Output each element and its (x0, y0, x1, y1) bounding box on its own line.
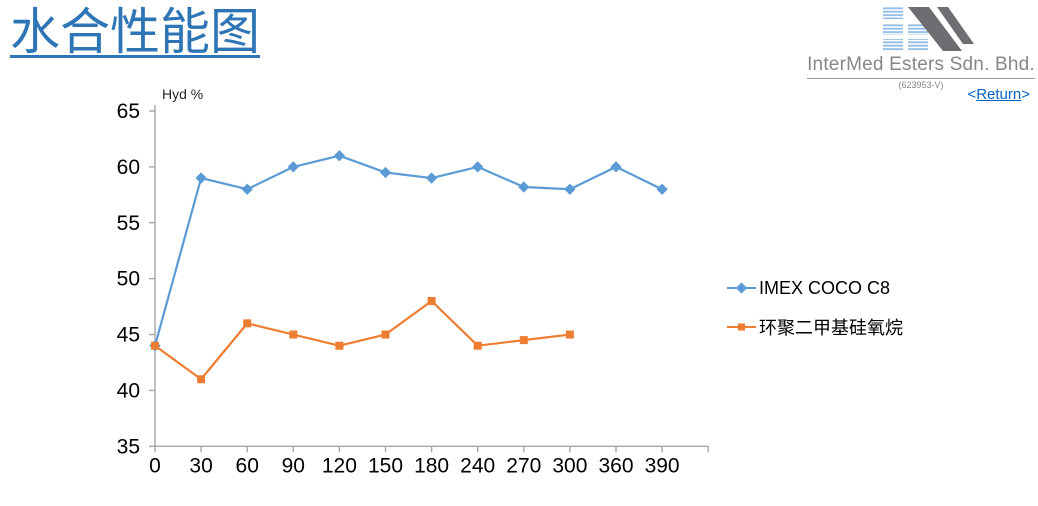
data-point-square (565, 330, 574, 339)
x-tick-label: 60 (236, 454, 259, 477)
data-point-diamond (656, 183, 668, 195)
data-point-square (289, 330, 298, 339)
data-point-diamond (425, 172, 438, 184)
x-tick-label: 360 (598, 454, 633, 477)
x-axis: 0 30 60 90 120 150 180 240 270 300 360 390 (149, 445, 709, 477)
registration-number: (623953-V) (898, 80, 944, 90)
data-point-square (243, 319, 252, 328)
y-tick-label: 50 (117, 268, 140, 291)
y-tick-label: 55 (117, 212, 140, 235)
data-point-square (381, 330, 390, 339)
legend-item-siloxane: 环聚二甲基硅氧烷 (727, 316, 903, 338)
data-point-square (519, 336, 528, 345)
y-tick-label: 45 (117, 324, 140, 347)
y-tick-label: 40 (117, 379, 140, 402)
data-point-square (197, 375, 206, 384)
data-point-square (427, 297, 436, 306)
return-link-wrap: <Return> (967, 86, 1030, 103)
y-tick-label: 65 (117, 100, 140, 123)
intermed-logo-icon (882, 7, 974, 51)
data-point-diamond (379, 166, 392, 179)
x-tick-label: 30 (189, 454, 212, 477)
series-line (154, 299, 571, 381)
data-point-diamond (518, 181, 530, 193)
x-tick-label: 270 (506, 454, 541, 477)
data-point-diamond (287, 161, 299, 173)
chart-legend: IMEX COCO C8 环聚二甲基硅氧烷 (727, 277, 903, 355)
data-point-diamond (333, 150, 346, 162)
y-axis-title: Hyd % (162, 86, 203, 102)
page-title: 水合性能图 (10, 4, 260, 60)
data-point-square (151, 341, 159, 350)
data-point-diamond (241, 183, 253, 195)
legend-marker-square-icon (727, 323, 756, 331)
y-tick-label: 60 (117, 156, 140, 179)
series-imex-coco-c8 (149, 150, 668, 352)
legend-label: IMEX COCO C8 (759, 277, 891, 298)
legend-marker-diamond-icon (727, 282, 756, 294)
x-tick-label: 150 (368, 454, 403, 477)
x-tick-label: 120 (322, 454, 357, 477)
x-tick-label: 90 (282, 454, 305, 477)
x-tick-label: 0 (149, 454, 161, 477)
legend-label: 环聚二甲基硅氧烷 (759, 318, 903, 338)
y-tick-label: 35 (117, 435, 140, 458)
x-tick-label: 390 (645, 454, 680, 477)
return-suffix: > (1021, 86, 1030, 103)
data-point-diamond (472, 161, 484, 173)
brand-block: InterMed Esters Sdn. Bhd. (623953-V) (807, 4, 1035, 90)
series-line (153, 154, 663, 347)
data-point-diamond (610, 161, 622, 173)
x-tick-label: 180 (414, 454, 449, 477)
company-name: InterMed Esters Sdn. Bhd. (807, 54, 1035, 79)
x-tick-label: 240 (460, 454, 495, 477)
data-point-diamond (195, 172, 207, 184)
hydration-line-chart: 35 40 45 50 55 60 65 Hyd % 0 30 60 90 120 150 180 240 27… (117, 86, 709, 477)
return-prefix: < (967, 86, 977, 103)
x-tick-label: 300 (552, 454, 587, 477)
data-point-square (335, 341, 344, 350)
data-point-square (473, 341, 482, 350)
data-point-diamond (564, 183, 576, 195)
y-axis: 35 40 45 50 55 60 65 Hyd % (117, 86, 204, 458)
series-siloxane (151, 297, 574, 384)
legend-item-imex-coco-c8: IMEX COCO C8 (727, 277, 903, 299)
return-link[interactable]: Return (976, 86, 1022, 103)
